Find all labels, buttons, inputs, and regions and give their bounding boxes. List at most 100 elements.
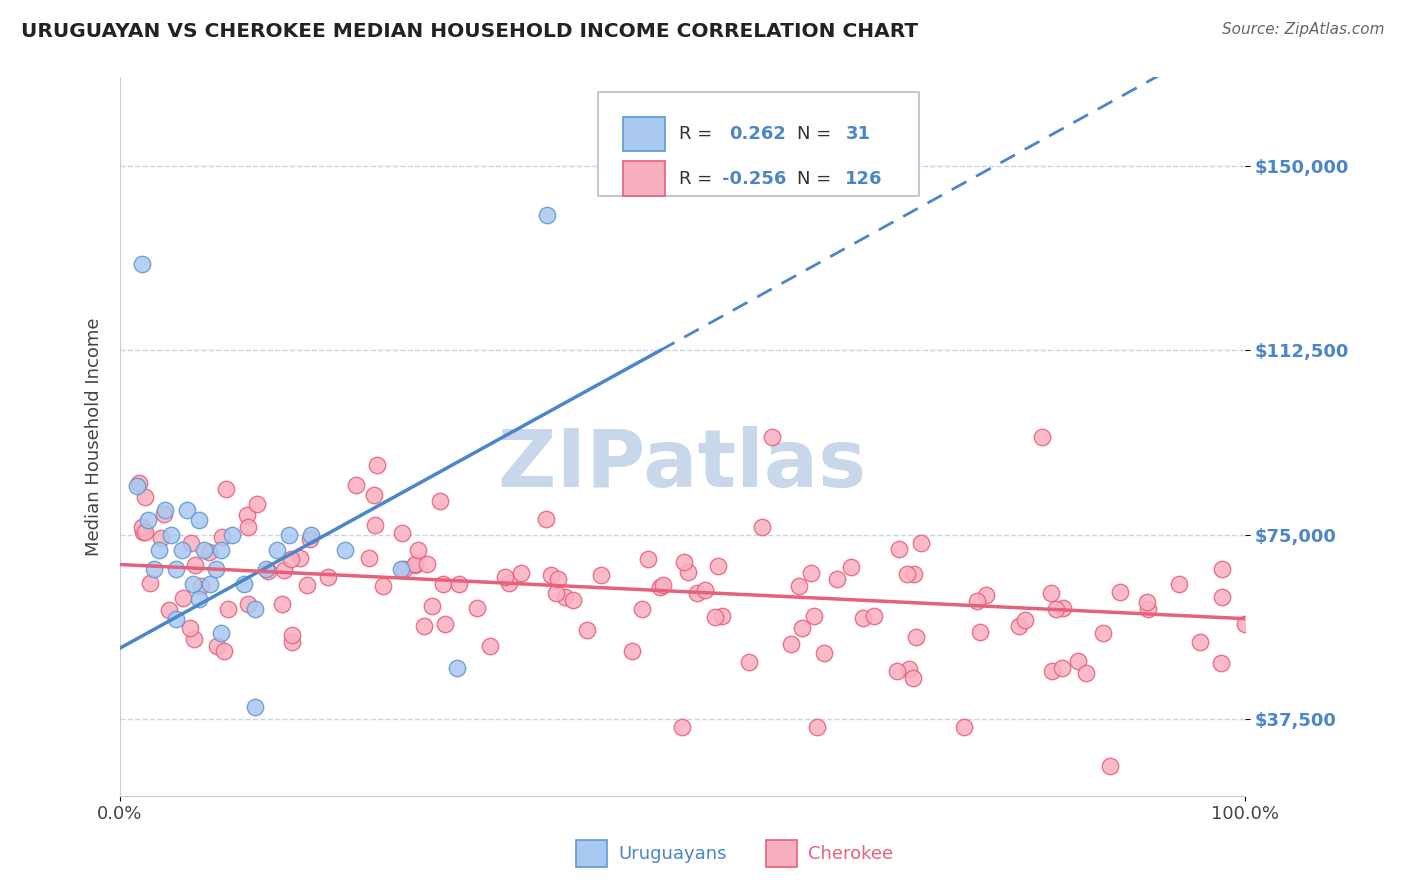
Point [1189,635,1212,649]
Text: 31: 31 [845,125,870,143]
Point [1067,654,1090,668]
Text: 126: 126 [845,169,883,187]
Point [136,513,159,527]
Point [707,559,730,574]
Point [187,513,209,527]
Point [371,579,394,593]
Point [547,572,569,586]
Point [1211,590,1233,604]
Point [695,583,717,598]
Point [467,601,489,615]
Point [404,557,426,571]
Point [546,585,568,599]
Text: -0.256: -0.256 [721,169,786,187]
Point [125,479,148,493]
Bar [576,840,607,867]
Point [170,542,193,557]
Point [243,602,266,616]
Point [672,555,695,569]
Point [534,512,557,526]
Point [131,520,153,534]
Bar [623,117,665,151]
Point [554,591,576,605]
Point [131,257,153,271]
Point [536,208,558,222]
Text: ZIPat​las: ZIPat​las [498,426,866,504]
Text: N =: N = [797,169,837,187]
Point [363,487,385,501]
Point [165,612,187,626]
Point [591,568,613,582]
Point [540,567,562,582]
Point [620,644,643,658]
Text: Cherokee: Cherokee [808,845,894,863]
Point [510,566,533,581]
Point [813,646,835,660]
Point [825,572,848,586]
Point [153,503,176,517]
Point [159,528,181,542]
Text: N =: N = [797,125,837,143]
Point [648,580,671,594]
Point [806,720,828,734]
Point [134,491,156,505]
Point [183,558,205,572]
Point [273,563,295,577]
Point [1136,594,1159,608]
Point [180,536,202,550]
Point [280,552,302,566]
Point [1031,429,1053,443]
Point [190,579,212,593]
Point [852,611,875,625]
Point [204,562,226,576]
Point [299,528,322,542]
Point [420,599,443,613]
Point [389,562,412,576]
Point [366,458,388,472]
Point [277,528,299,542]
Point [432,577,454,591]
Point [1092,625,1115,640]
Point [1074,665,1097,680]
Text: Uruguayans: Uruguayans [619,845,727,863]
Point [631,602,654,616]
Point [176,503,198,517]
Point [1108,584,1130,599]
Point [1211,656,1233,670]
Point [800,566,823,581]
Point [288,550,311,565]
Point [780,637,803,651]
Point [966,594,988,608]
Point [478,639,501,653]
Text: Source: ZipAtlas.com: Source: ZipAtlas.com [1222,22,1385,37]
Point [1045,602,1067,616]
Point [1211,562,1233,576]
Point [790,621,813,635]
Point [1167,577,1189,591]
Point [901,671,924,685]
Point [898,662,921,676]
Point [236,597,259,611]
Point [575,623,598,637]
Point [205,639,228,653]
Point [447,577,470,591]
Point [1233,616,1256,631]
Point [316,570,339,584]
Point [211,530,233,544]
FancyBboxPatch shape [598,92,918,196]
Point [181,577,204,591]
Point [952,720,974,734]
Point [1008,619,1031,633]
Point [1052,601,1074,615]
Point [391,525,413,540]
Point [132,524,155,539]
Point [232,577,254,591]
Point [148,542,170,557]
Point [969,625,991,640]
Point [408,543,430,558]
Point [862,608,884,623]
Point [498,575,520,590]
Point [134,524,156,539]
Point [751,520,773,534]
Y-axis label: Median Household Income: Median Household Income [86,318,103,556]
